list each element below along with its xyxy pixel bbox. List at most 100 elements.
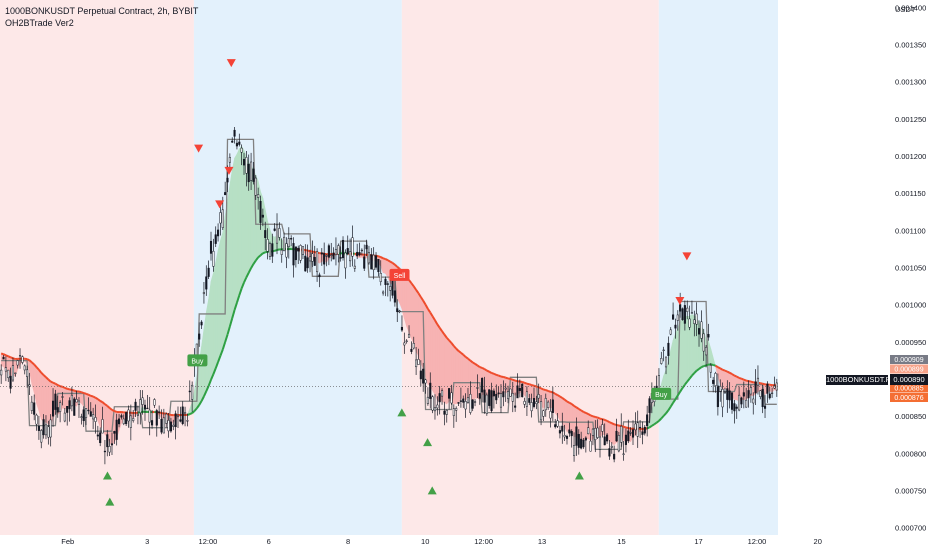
candle-body — [408, 334, 410, 337]
candle-body — [597, 428, 599, 438]
candle-body — [559, 430, 561, 433]
trend-fill — [37, 367, 39, 411]
candle-body — [625, 435, 627, 445]
trend-fill — [666, 361, 668, 413]
trend-fill — [723, 370, 725, 389]
candle-body — [672, 315, 674, 320]
trend-fill — [588, 414, 590, 440]
candle-body — [389, 286, 391, 290]
candle-body — [55, 394, 57, 410]
candle-body — [88, 410, 90, 411]
trend-fill — [216, 250, 218, 368]
candle-body — [267, 239, 269, 251]
candle-body — [519, 388, 521, 390]
candle-body — [545, 398, 547, 410]
indicator-name[interactable]: OH2BTrade Ver2 — [5, 17, 198, 29]
candle-body — [354, 266, 356, 268]
candle-body — [323, 253, 325, 264]
candle-body — [373, 255, 375, 270]
trend-fill — [218, 241, 220, 362]
candle-body — [668, 343, 670, 356]
moving-average-segment — [473, 362, 475, 363]
candle-body — [616, 431, 618, 441]
candle-body — [439, 393, 441, 402]
candle-body — [387, 284, 389, 285]
candle-body — [396, 309, 398, 312]
candle-body — [99, 433, 101, 443]
candle-body — [217, 230, 219, 236]
candle-body — [413, 343, 415, 348]
trend-fill — [565, 400, 567, 432]
candle-body — [352, 238, 354, 257]
candle-body — [349, 252, 351, 261]
trend-fill — [697, 317, 699, 370]
trend-fill — [506, 378, 508, 394]
candle-body — [528, 398, 530, 402]
candle-body — [694, 320, 696, 324]
candle-body — [448, 388, 450, 398]
trend-fill — [93, 397, 95, 417]
candle-body — [144, 405, 146, 409]
trend-fill — [560, 397, 562, 423]
candle-body — [399, 311, 401, 312]
candle-body — [422, 369, 424, 383]
moving-average-segment — [718, 367, 720, 368]
candle-body — [437, 405, 439, 408]
candle-body — [156, 410, 158, 425]
chart-legend: 1000BONKUSDT Perpetual Contract, 2h, BYB… — [5, 5, 198, 29]
moving-average-segment — [541, 388, 543, 389]
trend-fill — [409, 280, 411, 338]
candle-body — [312, 254, 314, 262]
moving-average-segment — [746, 381, 748, 382]
last-price-tag: 0.000890 — [890, 375, 928, 385]
candle-body — [342, 240, 344, 258]
moving-average-segment — [734, 376, 736, 377]
moving-average-segment — [114, 411, 116, 412]
moving-average-segment — [112, 410, 114, 411]
candle-body — [385, 279, 387, 285]
regime-background — [659, 0, 778, 535]
candle-body — [114, 431, 116, 433]
candle-body — [453, 409, 455, 416]
y-axis-tick: 0.000800 — [895, 449, 926, 458]
candle-body — [507, 391, 509, 398]
moving-average-segment — [600, 419, 602, 420]
candle-body — [48, 427, 50, 437]
moving-average-segment — [588, 414, 590, 415]
candle-body — [474, 402, 476, 403]
moving-average-segment — [55, 384, 57, 385]
trend-fill — [668, 350, 670, 410]
candle-body — [378, 259, 380, 272]
trend-fill — [584, 412, 586, 441]
moving-average-segment — [550, 392, 552, 393]
candle-body — [243, 159, 245, 165]
candle-body — [710, 365, 712, 372]
candle-body — [172, 425, 174, 426]
moving-average-segment — [579, 409, 581, 410]
candle-body — [665, 357, 667, 367]
candle-body — [708, 334, 710, 337]
candle-body — [340, 257, 342, 258]
candle-body — [319, 275, 321, 277]
trend-fill — [612, 423, 614, 445]
y-axis-tick: 0.001100 — [895, 226, 926, 235]
trend-fill — [609, 422, 611, 443]
chart-title[interactable]: 1000BONKUSDT Perpetual Contract, 2h, BYB… — [5, 5, 198, 17]
candle-body — [359, 252, 361, 255]
candle-body — [345, 253, 347, 268]
moving-average-segment — [100, 401, 102, 402]
candle-body — [649, 399, 651, 413]
candle-body — [224, 192, 226, 194]
candle-body — [36, 415, 38, 424]
trend-fill — [418, 293, 420, 363]
candle-body — [712, 380, 714, 383]
candle-body — [752, 399, 754, 403]
moving-average-segment — [697, 369, 699, 371]
moving-average-segment — [58, 385, 60, 386]
candle-body — [151, 420, 153, 425]
candle-body — [564, 435, 566, 437]
y-axis-tick: 0.001150 — [895, 189, 926, 198]
candle-body — [689, 319, 691, 327]
candle-body — [557, 421, 559, 426]
